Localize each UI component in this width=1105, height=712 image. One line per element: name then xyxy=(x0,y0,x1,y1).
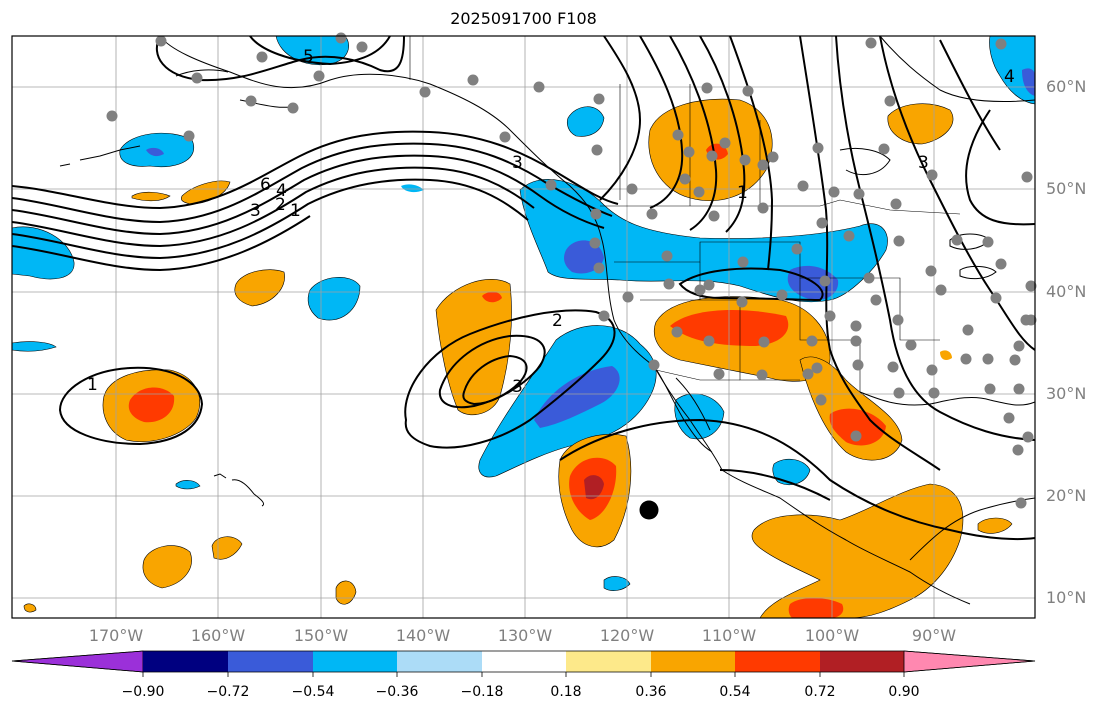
colorbar-segment xyxy=(820,651,904,672)
colorbar-tick-label: 0.54 xyxy=(719,684,751,700)
colorbar-tick-label: 0.18 xyxy=(550,684,582,700)
lat-label: 30°N xyxy=(1046,384,1087,403)
lon-label: 110°W xyxy=(701,626,757,645)
lon-label: 90°W xyxy=(911,626,957,645)
lon-label: 140°W xyxy=(395,626,451,645)
colorbar-tick-label: −0.72 xyxy=(206,684,250,700)
colorbar-tick-label: 0.90 xyxy=(888,684,920,700)
map-title: 2025091700 F108 xyxy=(450,9,597,28)
shaded-field xyxy=(11,35,1036,619)
colorbar-tick-label: 0.36 xyxy=(635,684,667,700)
colorbar-segment xyxy=(566,651,651,672)
colorbar xyxy=(11,650,1036,677)
political-borders xyxy=(409,36,961,392)
lon-label: 120°W xyxy=(599,626,655,645)
lon-label: 160°W xyxy=(190,626,246,645)
contour-label: 5 xyxy=(303,47,314,67)
storm-center-marker xyxy=(639,500,659,520)
contour-label: 3 xyxy=(918,153,929,173)
station-markers xyxy=(106,32,1037,509)
contour-label: 1 xyxy=(290,201,301,221)
colorbar-tick-label: 0.72 xyxy=(804,684,836,700)
colorbar-segment xyxy=(143,651,228,672)
lon-label: 100°W xyxy=(804,626,860,645)
contour-label: 3 xyxy=(512,377,523,397)
colorbar-tick-label: −0.18 xyxy=(460,684,504,700)
lon-label: 150°W xyxy=(293,626,349,645)
colorbar-tick-label: −0.36 xyxy=(375,684,419,700)
contour-label: 3 xyxy=(250,201,261,221)
colorbar-extend-high xyxy=(903,650,1036,673)
coastlines xyxy=(59,35,1036,605)
contour-label: 1 xyxy=(87,375,98,395)
colorbar-segment xyxy=(313,651,397,672)
contour-label: 2 xyxy=(275,195,286,215)
colorbar-extend-low xyxy=(11,650,144,673)
lat-label: 60°N xyxy=(1046,77,1087,96)
contour-label: 6 xyxy=(260,175,271,195)
lon-label: 170°W xyxy=(88,626,144,645)
colorbar-segment xyxy=(735,651,820,672)
contour-label: 4 xyxy=(1004,67,1015,87)
contour-label: 4 xyxy=(276,181,287,201)
lat-label: 20°N xyxy=(1046,486,1087,505)
contour-label: 2 xyxy=(552,311,563,331)
colorbar-segment xyxy=(482,651,566,672)
colorbar-tick-label: −0.90 xyxy=(121,684,165,700)
contour-label: 1 xyxy=(737,183,748,203)
lat-label: 10°N xyxy=(1046,588,1087,607)
colorbar-tick-label: −0.54 xyxy=(291,684,335,700)
contour-lines xyxy=(11,35,1036,541)
contour-labels: 5 4 6 4 3 2 1 1 2 3 1 3 3 xyxy=(87,47,1015,397)
contour-label: 3 xyxy=(512,153,523,173)
lat-label: 50°N xyxy=(1046,179,1087,198)
colorbar-segment xyxy=(397,651,482,672)
lat-label: 40°N xyxy=(1046,282,1087,301)
colorbar-segment xyxy=(651,651,735,672)
map-border xyxy=(11,35,1036,619)
graticule xyxy=(12,36,1035,618)
lon-label: 130°W xyxy=(497,626,553,645)
colorbar-segment xyxy=(228,651,313,672)
